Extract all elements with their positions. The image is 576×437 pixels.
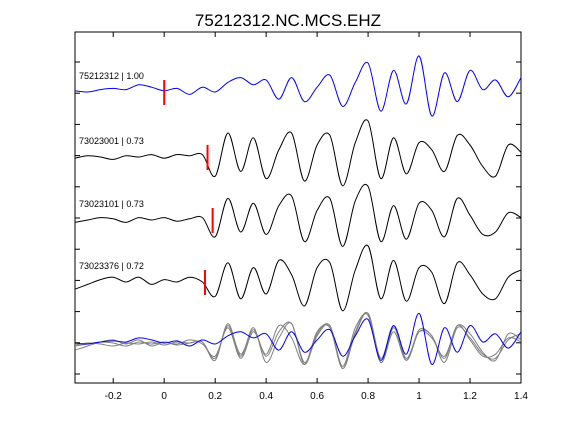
x-tick-label: 0.4 [259,391,273,402]
pick-markers [163,80,214,295]
overlay-trace-2 [74,313,522,367]
x-tick-label: 0.2 [208,391,222,402]
trace-labels: 75212312 | 1.00 73023001 | 0.73 73023101 |… [79,71,144,271]
trace-2 [74,183,522,247]
x-tick-label: 0 [161,391,167,402]
x-tick-label: 1.4 [514,391,528,402]
trace-1 [74,119,522,187]
x-tick-label: -0.2 [105,391,123,402]
trace-label-0: 75212312 | 1.00 [79,71,144,81]
x-tick-label: 1.2 [463,391,477,402]
x-tick-label: 1 [416,391,422,402]
overlay-trace-0 [74,312,522,365]
stacked-overlay [74,311,522,370]
x-tick-label: 0.8 [361,391,375,402]
overlay-trace-3 [74,312,522,370]
trace-label-2: 73023101 | 0.73 [79,199,144,209]
trace-0 [74,55,522,117]
chart-title: 75212312.NC.MCS.EHZ [195,11,381,30]
x-axis: -0.2 0 0.2 0.4 0.6 0.8 1 1.2 1.4 [105,32,528,402]
trace-3 [74,244,522,312]
traces-layer [74,55,522,312]
x-tick-label: 0.6 [310,391,324,402]
y-axis-ticks [75,61,521,375]
trace-label-1: 73023001 | 0.73 [79,136,144,146]
plot-frame [74,31,522,384]
trace-label-3: 73023376 | 0.72 [79,261,144,271]
